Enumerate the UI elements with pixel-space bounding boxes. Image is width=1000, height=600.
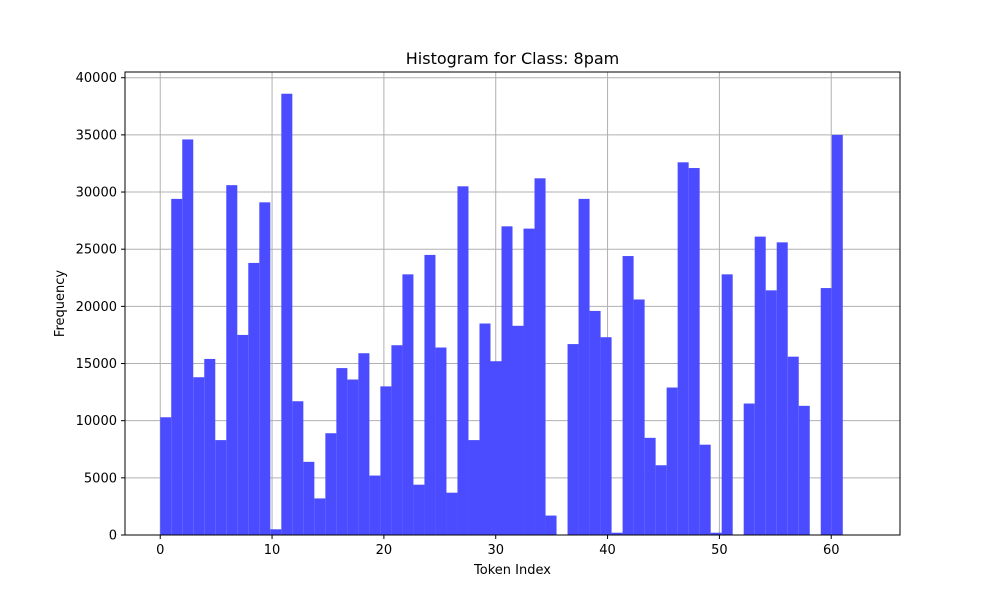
histogram-bar <box>281 93 293 536</box>
histogram-bar <box>677 162 689 535</box>
histogram-bar <box>248 262 260 535</box>
x-tick-label: 20 <box>376 543 393 558</box>
histogram-bar <box>567 344 579 535</box>
x-tick-label: 60 <box>823 543 840 558</box>
histogram-bar <box>798 405 810 535</box>
histogram-bar <box>611 532 623 535</box>
histogram-bar <box>446 492 458 535</box>
histogram-bar <box>259 202 271 535</box>
histogram-bar <box>171 198 183 535</box>
histogram-bar <box>182 139 194 535</box>
histogram-bar <box>380 386 392 535</box>
x-tick-label: 10 <box>264 543 281 558</box>
y-tick-label: 30000 <box>76 186 117 201</box>
histogram-bar <box>776 242 788 536</box>
x-tick-label: 50 <box>711 543 728 558</box>
y-tick-label: 15000 <box>76 357 117 372</box>
histogram-bar <box>402 274 414 535</box>
y-tick-label: 10000 <box>76 414 117 429</box>
histogram-bar <box>204 358 216 535</box>
histogram-bar <box>292 401 304 535</box>
histogram-bar <box>457 186 469 535</box>
histogram-bar <box>501 226 513 536</box>
bars <box>160 93 843 536</box>
histogram-bar <box>325 433 337 535</box>
histogram-bar <box>589 310 601 535</box>
histogram-bar <box>468 440 480 535</box>
histogram-bar <box>193 377 205 535</box>
histogram-bar <box>358 353 370 535</box>
x-tick-label: 40 <box>599 543 616 558</box>
histogram-bar <box>545 515 557 535</box>
y-axis-title: Frequency <box>53 270 68 337</box>
histogram-bar <box>710 532 722 535</box>
axis-ticks: 0 10 20 30 40 50 60 0 5000 10000 15000 20000 25000 30… <box>76 71 840 558</box>
histogram-bar <box>523 228 535 535</box>
y-tick-label: 40000 <box>76 71 117 86</box>
histogram-bar <box>336 368 348 535</box>
histogram-bar <box>479 323 491 535</box>
y-tick-label: 20000 <box>76 300 117 315</box>
histogram-bar <box>490 361 502 535</box>
histogram-bar <box>644 437 656 535</box>
histogram-bar <box>743 403 755 535</box>
histogram-bar <box>633 299 645 535</box>
histogram-bar <box>160 417 172 535</box>
y-tick-label: 35000 <box>76 128 117 143</box>
histogram-bar <box>391 345 403 535</box>
histogram-bar <box>303 461 315 535</box>
histogram-bar <box>699 444 711 535</box>
histogram-bar <box>622 256 634 535</box>
histogram-bar <box>666 387 678 535</box>
histogram-bar <box>721 274 733 535</box>
histogram-bar <box>215 440 227 535</box>
histogram-bar <box>534 178 546 535</box>
plot-frame <box>124 71 901 536</box>
histogram-bar <box>765 290 777 535</box>
histogram-bar <box>347 379 359 535</box>
y-tick-label: 5000 <box>84 471 117 486</box>
histogram-bar <box>754 236 766 535</box>
histogram-bar <box>270 529 282 535</box>
x-tick-label: 30 <box>487 543 504 558</box>
histogram-bar <box>600 337 612 535</box>
chart-title: Histogram for Class: 8pam <box>406 49 619 68</box>
histogram-bar <box>413 484 425 535</box>
histogram-bar <box>512 325 524 535</box>
y-tick-label: 25000 <box>76 243 117 258</box>
y-tick-label: 0 <box>109 529 117 544</box>
histogram-bar <box>237 334 249 535</box>
x-tick-label: 0 <box>156 543 164 558</box>
histogram-bar <box>435 347 447 535</box>
histogram-bar <box>578 198 590 535</box>
histogram-bar <box>787 356 799 535</box>
histogram-bar <box>314 498 326 535</box>
histogram-bar <box>688 168 700 535</box>
histogram-bar <box>831 134 843 536</box>
histogram-bar <box>369 475 381 535</box>
histogram-bar <box>424 254 436 535</box>
x-axis-title: Token Index <box>473 563 551 578</box>
histogram-bar <box>820 288 832 535</box>
histogram-bar <box>226 185 238 535</box>
histogram-bar <box>655 465 667 535</box>
